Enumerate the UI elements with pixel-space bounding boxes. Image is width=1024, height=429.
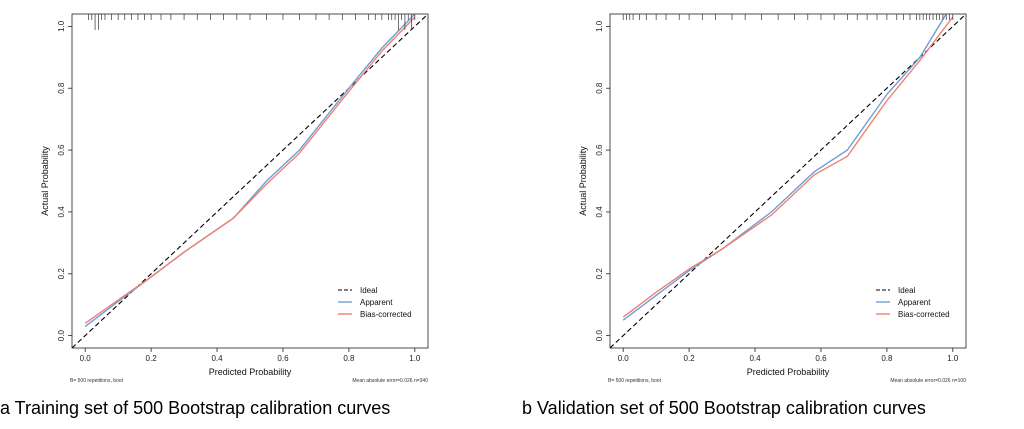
calibration-chart-validation: 0.0 0.2 0.4 0.6 0.8 1.0 0.0 0.2 0.4 0.6 0.8 1.0 Pred… bbox=[578, 13, 967, 384]
y-axis-title: Actual Probability bbox=[40, 146, 50, 216]
legend-label: Bias-corrected bbox=[898, 310, 950, 319]
x-tick-label: 0.4 bbox=[211, 354, 223, 363]
x-tick-label: 0.8 bbox=[343, 354, 355, 363]
y-tick-label: 0.6 bbox=[57, 144, 66, 156]
calibration-chart-training: 0.0 0.2 0.4 0.6 0.8 1.0 0.0 0.2 0.4 0.6 0.8 1.0 Pred… bbox=[40, 13, 429, 384]
caption-training: a Training set of 500 Bootstrap calibrat… bbox=[0, 398, 391, 418]
x-tick-label: 0.6 bbox=[815, 354, 827, 363]
legend-label: Apparent bbox=[360, 298, 393, 307]
y-tick-label: 0.8 bbox=[595, 82, 604, 94]
series-line-apparent bbox=[622, 14, 947, 321]
caption-validation: b Validation set of 500 Bootstrap calibr… bbox=[522, 398, 926, 418]
y-tick-label: 0.0 bbox=[595, 330, 604, 342]
x-tick-label: 0.4 bbox=[749, 354, 761, 363]
chart-panel-validation: 0.0 0.2 0.4 0.6 0.8 1.0 0.0 0.2 0.4 0.6 0.8 1.0 Pred… bbox=[512, 0, 1024, 429]
legend-label: Apparent bbox=[898, 298, 931, 307]
x-tick-label: 0.0 bbox=[618, 354, 630, 363]
x-tick-label: 0.2 bbox=[146, 354, 158, 363]
series-line-apparent bbox=[84, 14, 416, 327]
chart-panel-training: 0.0 0.2 0.4 0.6 0.8 1.0 0.0 0.2 0.4 0.6 0.8 1.0 Pred… bbox=[0, 13, 429, 418]
series-line-bias-corrected bbox=[622, 16, 954, 318]
x-axis-title: Predicted Probability bbox=[209, 367, 292, 377]
series-line-bias-corrected bbox=[84, 16, 416, 324]
y-tick-label: 0.4 bbox=[57, 206, 66, 218]
plot-frame bbox=[609, 13, 967, 349]
y-tick-label: 0.0 bbox=[57, 330, 66, 342]
footnote-left: B= 500 repetitions, boot bbox=[608, 378, 662, 384]
y-axis-title: Actual Probability bbox=[578, 146, 588, 216]
series-line-ideal bbox=[610, 14, 966, 348]
footnote-right: Mean absolute error=0.026 n=340 bbox=[352, 378, 428, 384]
legend-label: Ideal bbox=[360, 286, 378, 295]
x-tick-label: 0.2 bbox=[684, 354, 696, 363]
y-tick-label: 0.2 bbox=[595, 268, 604, 280]
y-tick-label: 0.8 bbox=[57, 82, 66, 94]
y-tick-label: 1.0 bbox=[57, 20, 66, 32]
footnote-right: Mean absolute error=0.026 n=100 bbox=[890, 378, 966, 384]
legend-label: Bias-corrected bbox=[360, 310, 412, 319]
y-tick-label: 0.4 bbox=[595, 206, 604, 218]
x-tick-label: 0.0 bbox=[80, 354, 92, 363]
y-tick-label: 1.0 bbox=[595, 20, 604, 32]
x-tick-label: 0.8 bbox=[881, 354, 893, 363]
y-tick-label: 0.2 bbox=[57, 268, 66, 280]
x-tick-label: 1.0 bbox=[409, 354, 421, 363]
y-tick-label: 0.6 bbox=[595, 144, 604, 156]
x-tick-label: 1.0 bbox=[947, 354, 959, 363]
legend-label: Ideal bbox=[898, 286, 916, 295]
x-tick-label: 0.6 bbox=[277, 354, 289, 363]
footnote-left: B= 500 repetitions, boot bbox=[70, 378, 124, 384]
x-axis-title: Predicted Probability bbox=[747, 367, 830, 377]
